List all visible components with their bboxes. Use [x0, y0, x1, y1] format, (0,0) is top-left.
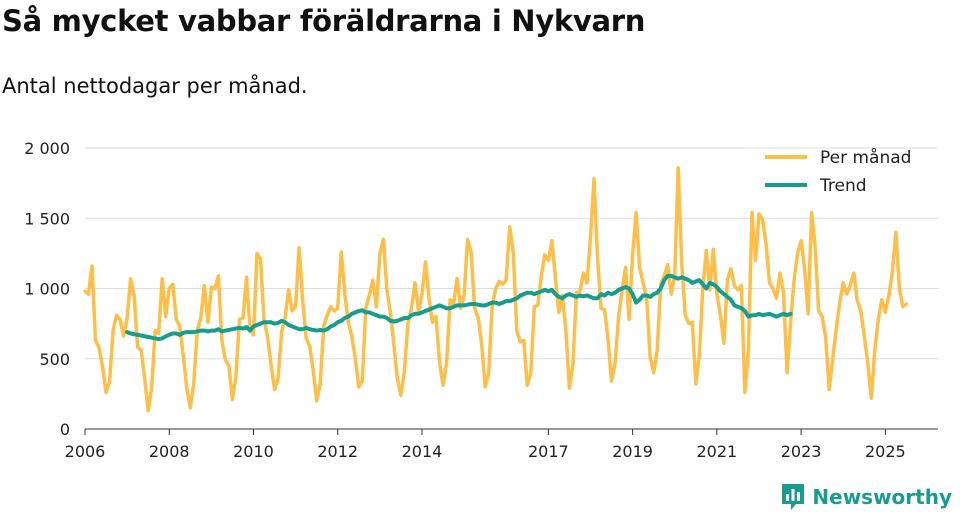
x-tick-label: 2017	[528, 442, 569, 461]
x-tick-label: 2023	[781, 442, 822, 461]
x-tick-label: 2021	[696, 442, 737, 461]
y-tick-label: 2 000	[24, 139, 70, 158]
chart-subtitle: Antal nettodagar per månad.	[2, 74, 308, 98]
bar-chart-logo-icon	[782, 484, 805, 510]
legend-label: Per månad	[820, 147, 911, 168]
legend-label: Trend	[819, 176, 867, 196]
x-tick-label: 2025	[865, 442, 906, 461]
chart-title: Så mycket vabbar föräldrarna i Nykvarn	[2, 4, 646, 38]
y-tick-label: 1 500	[24, 209, 70, 228]
y-tick-label: 500	[39, 350, 70, 369]
x-tick-label: 2008	[149, 442, 190, 461]
y-tick-label: 1 000	[24, 280, 70, 299]
y-tick-label: 0	[60, 420, 70, 439]
x-tick-label: 2012	[317, 442, 358, 461]
x-tick-label: 2006	[65, 442, 106, 461]
series-line-per-manad	[83, 165, 909, 413]
series-line-trend	[125, 273, 793, 342]
x-tick-label: 2014	[402, 442, 443, 461]
x-tick-label: 2019	[612, 442, 653, 461]
brand-name: Newsworthy	[812, 485, 952, 509]
x-tick-label: 2010	[233, 442, 274, 461]
newsworthy-logo: Newsworthy	[780, 482, 952, 512]
